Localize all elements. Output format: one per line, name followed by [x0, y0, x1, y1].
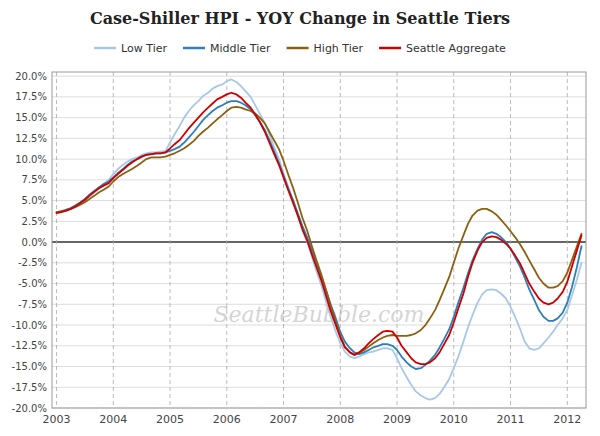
- grid-line: [52, 283, 586, 284]
- axes: -20.0% -17.5% -15.0% -12.5% -10.0% -7.5% -5.0%…: [12, 71, 582, 426]
- legend-label: Low Tier: [121, 42, 167, 55]
- grid-line: [52, 96, 586, 97]
- series-line: [57, 93, 582, 364]
- title: Case-Shiller HPI - YOY Change in Seattle…: [90, 9, 510, 28]
- grid-line: [52, 387, 586, 388]
- x-tick-label: 2011: [497, 413, 525, 426]
- grid-line: [170, 72, 171, 408]
- x-tick-label: 2005: [156, 413, 184, 426]
- legend-label: Middle Tier: [210, 42, 271, 55]
- x-tick-label: 2010: [440, 413, 468, 426]
- y-tick-label: -17.5%: [12, 382, 47, 393]
- grid-line: [226, 72, 227, 408]
- grid-line: [567, 72, 568, 408]
- legend-swatch: [379, 47, 401, 50]
- plot-frame: [52, 72, 586, 408]
- y-tick-label: 7.5%: [22, 174, 47, 185]
- y-tick-label: 10.0%: [15, 154, 47, 165]
- y-tick-label: -5.0%: [18, 278, 47, 289]
- y-tick-label: 12.5%: [15, 133, 47, 144]
- grid-line: [56, 72, 57, 408]
- legend-item: Low Tier: [94, 42, 167, 55]
- grid-line: [52, 221, 586, 222]
- legend: Low Tier Middle Tier High Tier Seattle Aggr…: [94, 42, 506, 55]
- legend-item: Middle Tier: [183, 42, 271, 55]
- x-tick-label: 2006: [213, 413, 241, 426]
- y-tick-label: 0.0%: [22, 237, 47, 248]
- watermark: SeattleBubble.com: [214, 302, 425, 327]
- grid-line: [52, 262, 586, 263]
- x-tick-label: 2012: [553, 413, 581, 426]
- y-tick-label: 15.0%: [15, 112, 47, 123]
- series-line: [57, 107, 582, 355]
- y-tick-label: -2.5%: [18, 257, 47, 268]
- grid-line: [52, 345, 586, 346]
- y-tick-label: -7.5%: [18, 299, 47, 310]
- y-tick-label: -10.0%: [12, 320, 47, 331]
- grid-line: [52, 117, 586, 118]
- grid-line: [52, 138, 586, 139]
- grid-line: [52, 366, 586, 367]
- legend-swatch: [287, 47, 309, 50]
- grid-line: [113, 72, 114, 408]
- series-line: [57, 79, 582, 399]
- x-tick-label: 2008: [326, 413, 354, 426]
- grid-line: [510, 72, 511, 408]
- grid-line: [52, 76, 586, 77]
- y-tick-label: -12.5%: [12, 340, 47, 351]
- series-lines: [57, 79, 582, 399]
- series-line: [57, 101, 582, 369]
- grid-line: [340, 72, 341, 408]
- y-tick-label: 20.0%: [15, 71, 47, 82]
- legend-label: Seattle Aggregate: [406, 42, 506, 55]
- legend-item: High Tier: [287, 42, 364, 55]
- grid-line: [52, 200, 586, 201]
- y-tick-label: -15.0%: [12, 361, 47, 372]
- grid-line: [52, 179, 586, 180]
- grid-line: [283, 72, 284, 408]
- legend-swatch: [94, 47, 116, 50]
- grid: [52, 72, 586, 408]
- y-tick-label: 5.0%: [22, 195, 47, 206]
- legend-label: High Tier: [314, 42, 364, 55]
- y-tick-label: 17.5%: [15, 91, 47, 102]
- x-tick-label: 2003: [43, 413, 71, 426]
- chart: Case-Shiller HPI - YOY Change in Seattle…: [0, 0, 600, 436]
- x-tick-label: 2004: [99, 413, 127, 426]
- x-tick-label: 2009: [383, 413, 411, 426]
- x-tick-label: 2007: [270, 413, 298, 426]
- legend-swatch: [183, 47, 205, 50]
- y-tick-label: 2.5%: [22, 216, 47, 227]
- legend-item: Seattle Aggregate: [379, 42, 506, 55]
- grid-line: [453, 72, 454, 408]
- y-tick-label: -20.0%: [12, 403, 47, 414]
